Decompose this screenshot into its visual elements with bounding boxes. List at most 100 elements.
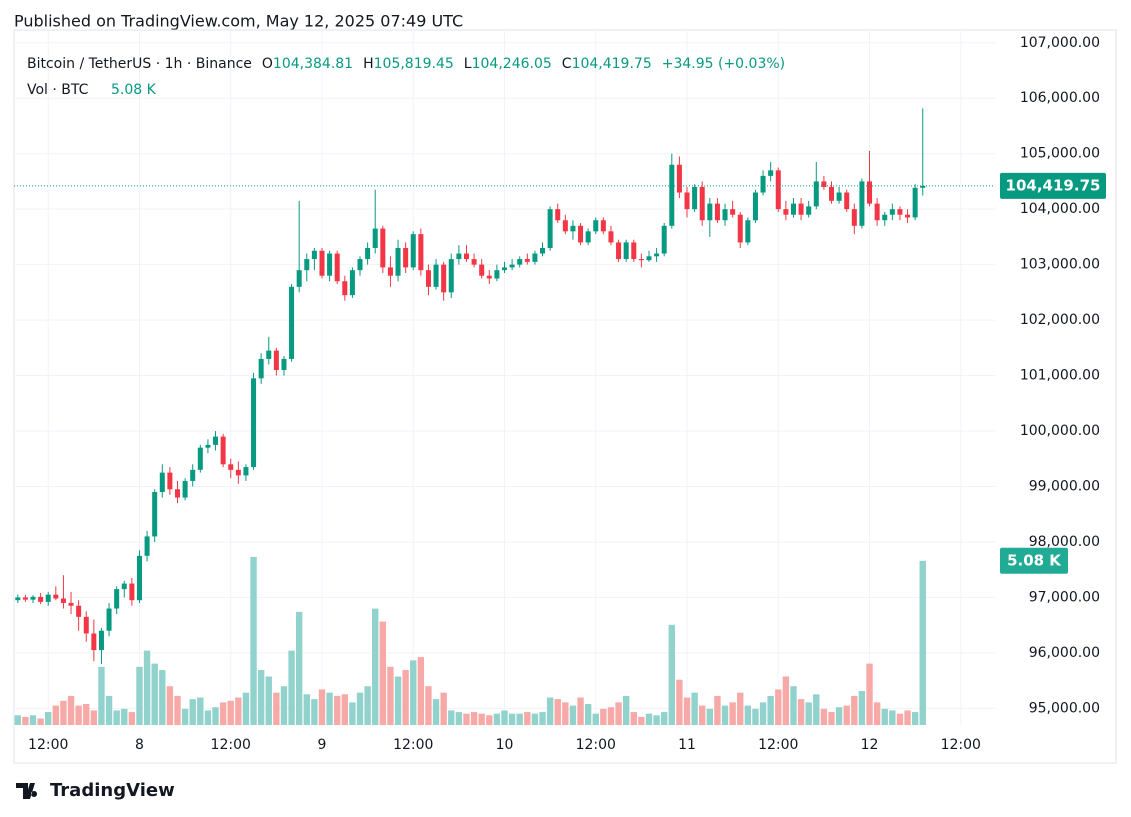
y-tick-label: 104,000.00: [1020, 201, 1100, 217]
ohlc-value: 105,819.45: [374, 56, 454, 72]
volume-bar: [410, 660, 417, 725]
candle-body: [798, 203, 804, 215]
candle-body: [623, 242, 629, 260]
volume-bar: [508, 713, 516, 725]
volume-bar: [493, 713, 501, 725]
candle-body: [532, 253, 538, 262]
volume-bar: [288, 650, 295, 725]
volume-bar: [828, 712, 835, 725]
volume-bar: [349, 702, 356, 725]
volume-title: Vol · BTC: [27, 82, 89, 98]
candle-body: [425, 270, 431, 287]
volume-bar: [486, 715, 493, 725]
volume-bar: [303, 694, 310, 725]
volume-bar: [37, 718, 44, 725]
ohlc-key: H: [363, 56, 374, 72]
candle-body: [821, 181, 827, 187]
candle-body: [813, 181, 819, 207]
candle-body: [722, 209, 728, 221]
candle-body: [410, 234, 416, 268]
x-tick-label: 9: [318, 737, 327, 753]
volume-bar: [128, 712, 136, 725]
candle-body: [562, 220, 568, 232]
candle-body: [289, 286, 295, 359]
x-tick-label: 12:00: [941, 737, 981, 753]
legend-header: Bitcoin / TetherUS · 1h · Binance Vol · …: [27, 56, 785, 98]
candle-body: [905, 214, 911, 218]
candle-body: [593, 220, 599, 232]
candle-body: [182, 480, 188, 498]
volume-bar: [577, 697, 584, 725]
x-tick-label: 8: [135, 737, 144, 753]
candle-body: [714, 203, 720, 221]
candle-body: [387, 267, 393, 276]
volume-bar: [592, 713, 599, 725]
candle-body: [517, 259, 523, 265]
candle-body: [692, 186, 698, 210]
y-tick-label: 96,000.00: [1029, 645, 1100, 661]
candle-body: [867, 181, 873, 204]
volume-bar: [775, 689, 782, 725]
candle-body: [616, 242, 622, 260]
candle-body: [152, 492, 158, 537]
candle-body: [806, 206, 812, 215]
candle-body: [897, 209, 903, 215]
volume-bar: [98, 666, 105, 725]
volume-bar: [531, 713, 539, 725]
candle-body: [737, 214, 743, 243]
y-tick-label: 102,000.00: [1020, 312, 1100, 328]
chart-frame: [13, 29, 1117, 764]
volume-bar: [52, 705, 60, 725]
volume-value: 5.08 K: [111, 82, 157, 98]
candle-body: [68, 602, 74, 606]
y-tick-label: 100,000.00: [1020, 423, 1100, 439]
volume-bar: [440, 692, 447, 725]
y-tick-label: 95,000.00: [1029, 700, 1100, 716]
x-tick-label: 12:00: [758, 737, 798, 753]
candle-body: [547, 209, 553, 248]
candle-body: [456, 253, 462, 260]
candle-body: [121, 583, 127, 590]
candle-body: [311, 250, 317, 260]
volume-bar: [75, 705, 82, 725]
volume-bar: [463, 713, 470, 725]
candle-body: [578, 225, 584, 243]
volume-bar: [29, 715, 37, 725]
volume-bar: [501, 710, 508, 725]
volume-bar: [394, 676, 402, 725]
candle-body: [22, 597, 28, 600]
candle-body: [730, 209, 736, 215]
volume-bar: [737, 692, 744, 725]
candle-body: [433, 264, 439, 287]
candle-body: [654, 253, 660, 257]
volume-bar: [212, 707, 219, 725]
candle-body: [745, 220, 751, 243]
volume-bar: [896, 713, 904, 725]
price-change: +34.95 (+0.03%): [662, 56, 785, 72]
candle-body: [365, 247, 371, 260]
volume-bar: [105, 695, 113, 725]
volume-bar: [539, 712, 546, 725]
volume-bar: [235, 697, 242, 725]
candle-body: [555, 209, 561, 221]
candle-body: [319, 250, 325, 276]
candle-body: [676, 164, 682, 193]
candle-body: [167, 472, 173, 490]
candle-body: [30, 596, 36, 600]
candle-body: [395, 247, 401, 276]
candle-body: [570, 225, 576, 232]
volume-bar: [204, 710, 212, 725]
volume-bar: [364, 686, 371, 725]
volume-bar: [265, 676, 272, 725]
y-tick-label: 105,000.00: [1020, 146, 1100, 162]
volume-bar: [645, 713, 653, 725]
volume-bar: [600, 708, 607, 725]
volume-bar: [873, 702, 881, 725]
candle-body: [646, 256, 652, 261]
candle-body: [114, 589, 120, 609]
candle-body: [699, 186, 705, 221]
volume-bar: [782, 676, 790, 725]
volume-bar: [835, 707, 843, 725]
volume-bar: [121, 708, 128, 725]
